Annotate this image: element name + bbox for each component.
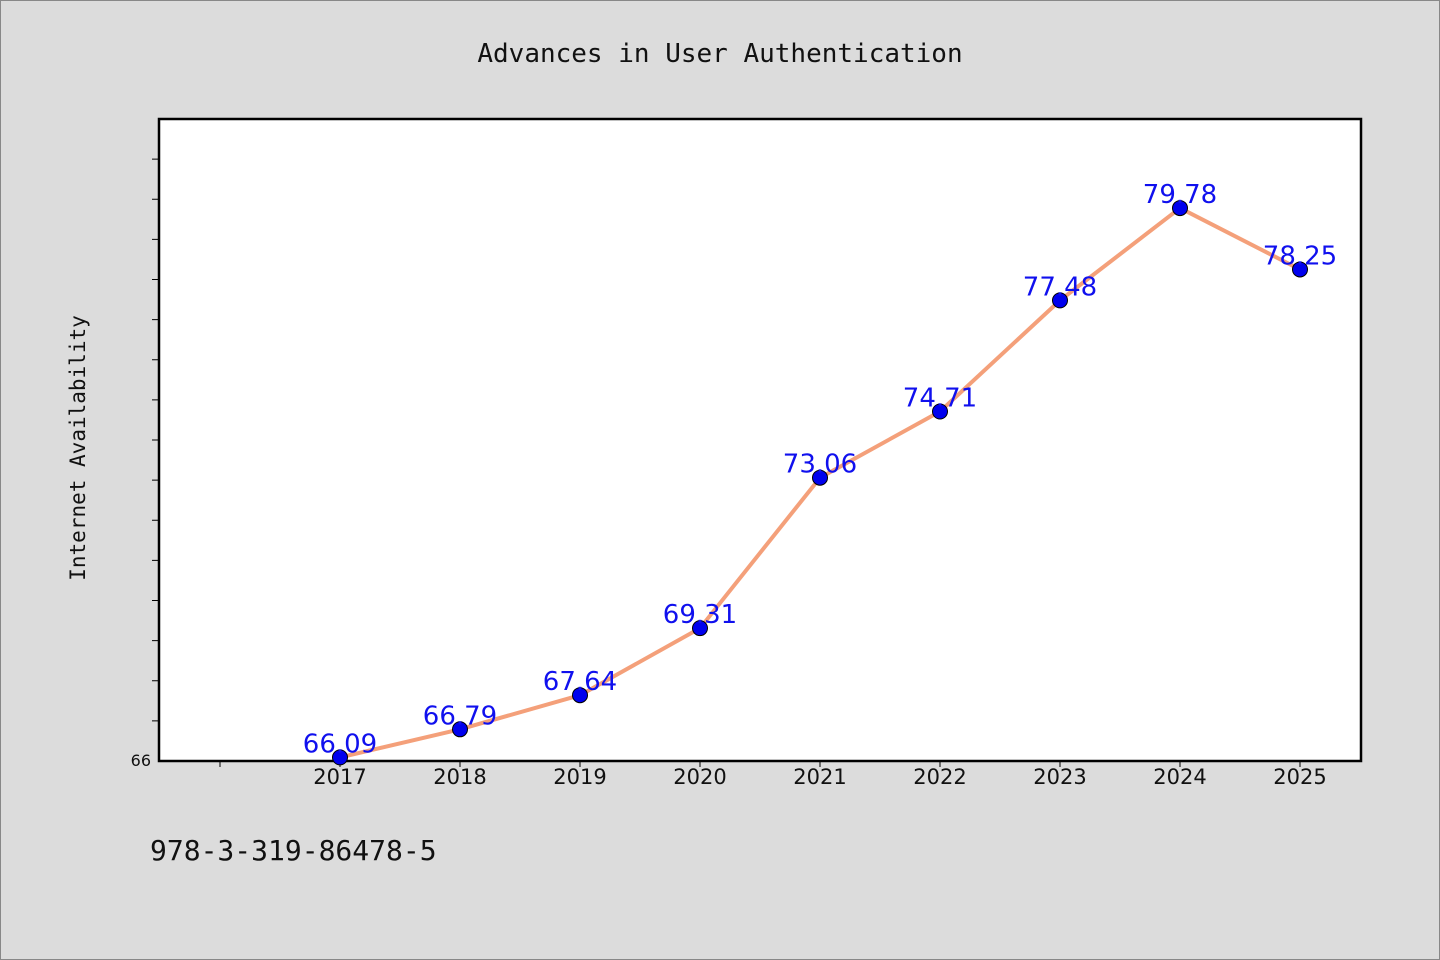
footer-isbn: 978-3-319-86478-5 bbox=[150, 834, 437, 867]
chart-title: Advances in User Authentication bbox=[477, 39, 962, 69]
x-tick-label: 2024 bbox=[1153, 765, 1206, 789]
data-label: 69.31 bbox=[663, 600, 737, 630]
data-label: 73.06 bbox=[783, 450, 857, 480]
data-label: 66.79 bbox=[423, 701, 497, 731]
x-tick-label: 2017 bbox=[313, 765, 366, 789]
data-point bbox=[332, 749, 348, 766]
data-labels: 66.09 66.79 67.64 69.31 73.06 74.71 77.48 79.78… bbox=[303, 180, 1337, 759]
x-tick-label: 2025 bbox=[1273, 765, 1326, 789]
series-line bbox=[332, 200, 1308, 766]
data-point bbox=[1052, 292, 1068, 309]
plot-area bbox=[157, 117, 1363, 763]
x-tick-label: 2023 bbox=[1033, 765, 1086, 789]
x-tick-label: 2022 bbox=[913, 765, 966, 789]
data-label: 74.71 bbox=[903, 384, 977, 414]
data-label: 78.25 bbox=[1263, 241, 1337, 271]
x-axis-ticks: 2017 2018 2019 2020 2021 2022 2023 2024 2025 bbox=[219, 761, 1327, 789]
data-point bbox=[812, 469, 828, 486]
data-point bbox=[1172, 200, 1188, 217]
y-axis-label: Internet Availability bbox=[66, 315, 90, 581]
x-tick-label: 2019 bbox=[553, 765, 606, 789]
data-label: 79.78 bbox=[1143, 180, 1217, 210]
data-point bbox=[572, 687, 588, 704]
x-tick-label: 2018 bbox=[433, 765, 486, 789]
y-axis-ticks: 66 bbox=[131, 158, 159, 770]
data-label: 77.48 bbox=[1023, 272, 1097, 302]
y-tick-label: 66 bbox=[131, 751, 151, 770]
data-label: 66.09 bbox=[303, 729, 377, 759]
data-point bbox=[452, 721, 468, 738]
data-point bbox=[692, 620, 708, 637]
x-tick-label: 2021 bbox=[793, 765, 846, 789]
data-point bbox=[932, 403, 948, 420]
data-label: 67.64 bbox=[543, 667, 617, 697]
data-point bbox=[1292, 261, 1308, 278]
x-tick-label: 2020 bbox=[673, 765, 726, 789]
